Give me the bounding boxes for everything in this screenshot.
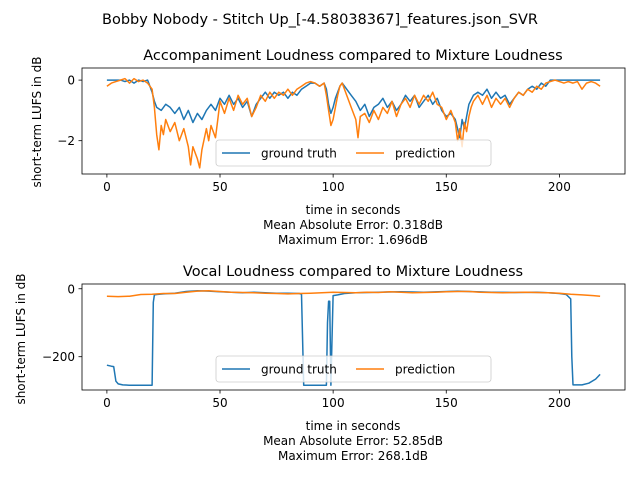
vocal-x-tick-label: 200 (548, 396, 571, 410)
vocal-y-tick-label: 0 (67, 282, 75, 296)
accompaniment-y-tick-label: 0 (67, 74, 75, 88)
accompaniment-legend (215, 139, 492, 167)
accompaniment-x-tick-label: 100 (322, 180, 345, 194)
accompaniment-y-axis-label: short-term LUFS in dB (30, 56, 44, 187)
accompaniment-legend-label-ground-truth: ground truth (261, 147, 337, 161)
accompaniment-series-prediction-line (106, 77, 601, 169)
accompaniment-y-tick-label: −2 (57, 134, 75, 148)
accompaniment-mae-text: Mean Absolute Error: 0.318dB (263, 218, 443, 232)
vocal-legend (215, 355, 492, 383)
vocal-y-axis-label: short-term LUFS in dB (14, 273, 28, 404)
vocal-x-axis-label: time in seconds (306, 419, 401, 433)
vocal-panel: Vocal Loudness compared to Mixture Loudn… (14, 264, 626, 463)
vocal-x-tick-label: 50 (212, 396, 227, 410)
vocal-chart-title: Vocal Loudness compared to Mixture Loudn… (183, 264, 523, 280)
vocal-max-error-text: Maximum Error: 268.1dB (278, 449, 428, 463)
accompaniment-x-tick-label: 150 (435, 180, 458, 194)
vocal-series-prediction-line (106, 290, 601, 298)
accompaniment-chart-title: Accompaniment Loudness compared to Mixtu… (143, 48, 562, 64)
accompaniment-axes-frame (81, 67, 626, 175)
vocal-x-tick-label: 100 (322, 396, 345, 410)
accompaniment-panel: Accompaniment Loudness compared to Mixtu… (30, 48, 626, 247)
vocal-x-tick-label: 0 (103, 396, 111, 410)
accompaniment-x-tick-label: 0 (103, 180, 111, 194)
vocal-axes-frame (81, 283, 626, 391)
accompaniment-x-tick-label: 50 (212, 180, 227, 194)
accompaniment-series-ground-truth-line (106, 79, 601, 139)
figure-suptitle: Bobby Nobody - Stitch Up_[-4.58038367]_f… (102, 12, 538, 28)
vocal-legend-label-prediction: prediction (395, 363, 455, 377)
vocal-x-tick-label: 150 (435, 396, 458, 410)
vocal-y-tick-label: −200 (42, 350, 75, 364)
accompaniment-x-axis-label: time in seconds (306, 203, 401, 217)
accompaniment-max-error-text: Maximum Error: 1.696dB (278, 233, 428, 247)
accompaniment-x-tick-label: 200 (548, 180, 571, 194)
vocal-legend-label-ground-truth: ground truth (261, 363, 337, 377)
accompaniment-legend-label-prediction: prediction (395, 147, 455, 161)
vocal-mae-text: Mean Absolute Error: 52.85dB (263, 434, 443, 448)
